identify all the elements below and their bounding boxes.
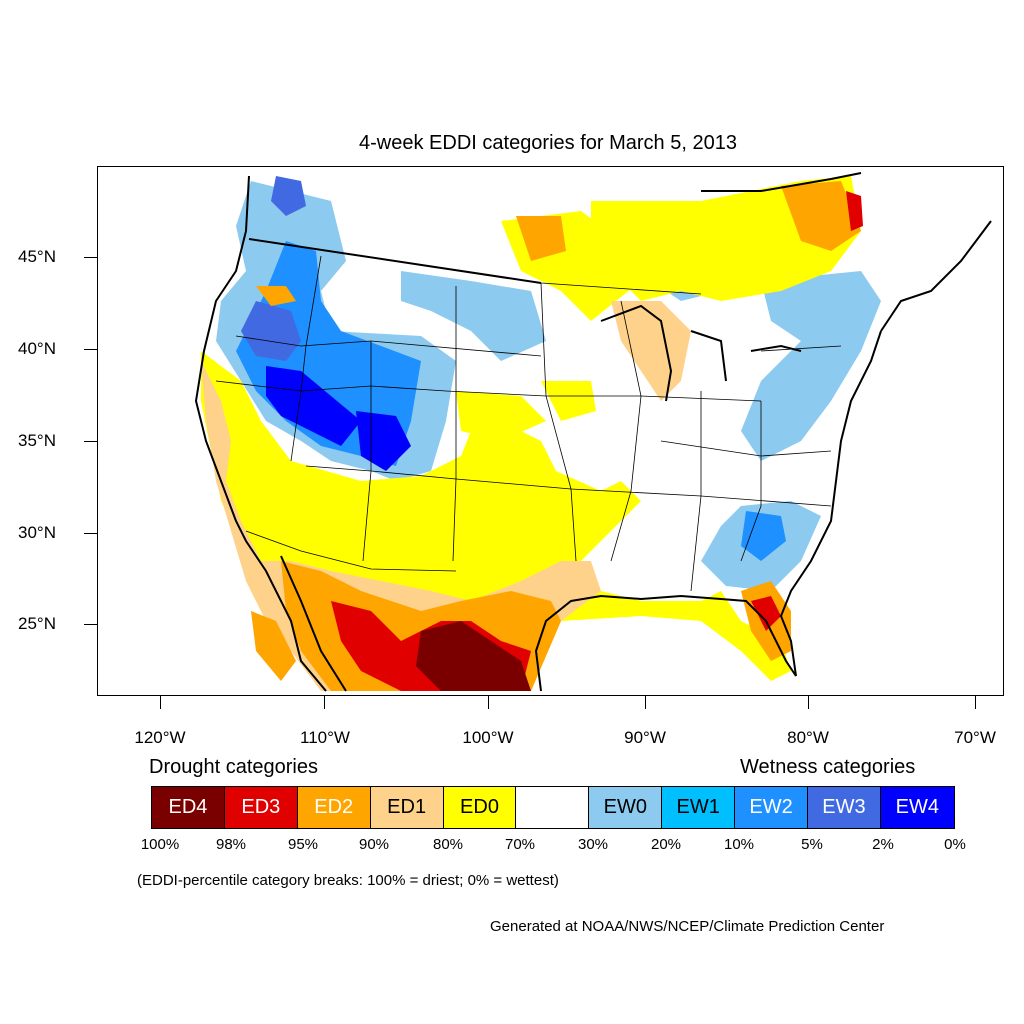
coastlines <box>194 172 992 692</box>
lon-label-90w: 90°W <box>624 728 666 747</box>
percentile-label: 0% <box>944 836 966 853</box>
legend-box-ed4: ED4 <box>152 787 225 828</box>
lon-tick <box>160 696 161 709</box>
legend-box-ed0: ED0 <box>443 787 517 828</box>
conus-map-graphic <box>194 172 992 692</box>
percentile-label: 95% <box>287 836 319 853</box>
lat-label-35: 35°N <box>18 431 56 450</box>
wetness-categories-heading: Wetness categories <box>740 756 916 778</box>
lon-label-100w: 100°W <box>462 728 514 747</box>
percentile-note: (EDDI-percentile category breaks: 100% =… <box>137 872 559 889</box>
lat-tick <box>84 257 97 258</box>
percentile-label: 90% <box>358 836 390 853</box>
drought-categories-heading: Drought categories <box>149 756 318 778</box>
legend-box-ew0: EW0 <box>589 787 663 828</box>
eddi-map <box>97 166 1004 696</box>
wetness-regions <box>216 176 881 591</box>
legend-box-ew1: EW1 <box>662 787 736 828</box>
lat-label-45: 45°N <box>18 247 56 266</box>
legend-box-ew3: EW3 <box>808 787 881 828</box>
lon-label-80w: 80°W <box>787 728 829 747</box>
percentile-label: 30% <box>577 836 609 853</box>
percentile-label: 70% <box>504 836 536 853</box>
percentile-label: 10% <box>723 836 755 853</box>
percentile-label: 20% <box>650 836 682 853</box>
lon-tick <box>808 696 809 709</box>
percentile-label: 100% <box>140 836 180 853</box>
lon-tick <box>324 696 325 709</box>
lon-label-70w: 70°W <box>954 728 996 747</box>
lon-tick <box>645 696 646 709</box>
lon-tick <box>488 696 489 709</box>
percentile-label: 80% <box>432 836 464 853</box>
lon-label-110w: 110°W <box>300 728 350 747</box>
lat-label-30: 30°N <box>18 523 56 542</box>
legend-box-ew2: EW2 <box>735 787 809 828</box>
percentile-label: 2% <box>872 836 894 853</box>
percentile-label: 98% <box>215 836 247 853</box>
percentile-label: 5% <box>801 836 823 853</box>
lon-tick <box>975 696 976 709</box>
map-title: 4-week EDDI categories for March 5, 2013 <box>359 132 737 154</box>
category-legend-bar: ED4 ED3 ED2 ED1 ED0 EW0 EW1 EW2 EW3 EW4 <box>151 786 955 829</box>
legend-box-ew4: EW4 <box>880 787 954 828</box>
legend-box-ed3: ED3 <box>224 787 298 828</box>
lat-tick <box>84 441 97 442</box>
lon-label-120w: 120°W <box>134 728 186 747</box>
legend-box-neutral <box>516 787 590 828</box>
lat-tick <box>84 624 97 625</box>
lat-tick <box>84 349 97 350</box>
legend-box-ed1: ED1 <box>370 787 444 828</box>
lat-tick <box>84 533 97 534</box>
legend-box-ed2: ED2 <box>297 787 371 828</box>
lat-label-40: 40°N <box>18 339 56 358</box>
credit-line: Generated at NOAA/NWS/NCEP/Climate Predi… <box>490 918 885 935</box>
lat-label-25: 25°N <box>18 614 56 633</box>
